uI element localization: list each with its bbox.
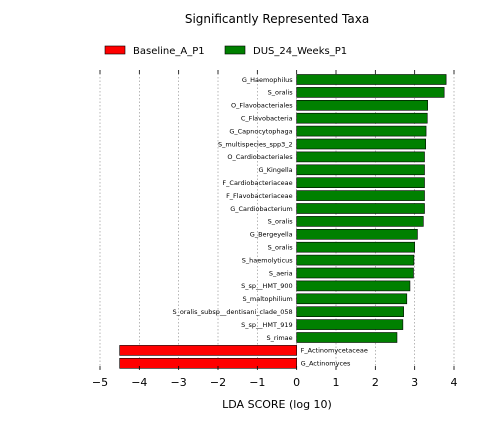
x-axis-label: LDA SCORE (log 10) bbox=[222, 398, 332, 411]
x-tick-label: 2 bbox=[372, 376, 379, 389]
bar-label: F_Actinomycetaceae bbox=[301, 347, 368, 355]
bar-label: S_sp__HMT_919 bbox=[241, 321, 293, 329]
bar-label: S_oralis bbox=[268, 89, 294, 97]
x-tick-label: 4 bbox=[451, 376, 458, 389]
bar bbox=[296, 125, 427, 137]
x-tick-label: −3 bbox=[171, 376, 187, 389]
bar bbox=[296, 216, 424, 227]
bar bbox=[296, 138, 426, 150]
legend: Baseline_A_P1 DUS_24_Weeks_P1 bbox=[104, 45, 347, 57]
bar bbox=[296, 241, 415, 253]
bar bbox=[296, 267, 414, 279]
bar-label: G_Cardiobacterium bbox=[230, 205, 292, 213]
bar bbox=[296, 306, 404, 318]
bar bbox=[296, 293, 408, 305]
bar bbox=[296, 280, 411, 292]
bar bbox=[296, 203, 425, 214]
x-tick-label: −5 bbox=[92, 376, 108, 389]
bar bbox=[296, 229, 418, 240]
x-tick-label: 3 bbox=[411, 376, 418, 389]
bar bbox=[296, 100, 428, 111]
bar bbox=[296, 332, 398, 343]
x-tick-label: 0 bbox=[293, 376, 300, 389]
bar-label: O_Cardiobacteriales bbox=[227, 153, 293, 161]
bar bbox=[119, 357, 297, 369]
bar-label: S_aeria bbox=[269, 269, 293, 277]
bar-label: C_Flavobacteria bbox=[241, 115, 293, 123]
bar-label: G_Actinomyces bbox=[301, 360, 351, 368]
bar-label: S_maltophilium bbox=[243, 295, 293, 303]
bar bbox=[296, 177, 425, 188]
bar bbox=[119, 345, 297, 356]
legend-swatch-0 bbox=[104, 45, 126, 55]
bar bbox=[296, 164, 425, 176]
bar-label: G_Capnocytophaga bbox=[229, 127, 292, 135]
bar-label: G_Kingella bbox=[258, 166, 292, 174]
bar-label: S_oralis bbox=[268, 218, 294, 226]
bar-label: G_Haemophilus bbox=[242, 76, 293, 84]
bar bbox=[296, 87, 445, 98]
bar-label: S_rimae bbox=[266, 334, 292, 342]
bar-label: F_Cardiobacteriaceae bbox=[222, 179, 292, 187]
legend-label-1: DUS_24_Weeks_P1 bbox=[253, 46, 347, 57]
category-labels: G_Haemophilus S_oralis O_Flavobacteriales C… bbox=[172, 76, 367, 368]
bar-label: G_Bergeyella bbox=[250, 231, 293, 239]
x-tick-label: 1 bbox=[333, 376, 340, 389]
bar-label: S_multispecies_spp3_2 bbox=[218, 140, 293, 148]
x-tick-label: −1 bbox=[249, 376, 265, 389]
bar-label: S_oralis bbox=[268, 244, 294, 252]
bar bbox=[296, 254, 415, 266]
bars bbox=[119, 74, 447, 369]
bar bbox=[296, 190, 425, 201]
bar-label: S_oralis_subsp__dentisani_clade_058 bbox=[172, 308, 292, 316]
chart-title: Significantly Represented Taxa bbox=[185, 12, 369, 26]
x-tick-label: −4 bbox=[131, 376, 147, 389]
bar-label: F_Flavobacteriaceae bbox=[226, 192, 293, 200]
legend-swatch-1 bbox=[224, 45, 246, 55]
x-axis: −5 −4 −3 −2 −1 0 1 2 3 4 bbox=[92, 70, 458, 389]
bar-label: O_Flavobacteriales bbox=[231, 102, 293, 110]
legend-label-0: Baseline_A_P1 bbox=[133, 46, 205, 57]
x-tick-label: −2 bbox=[210, 376, 226, 389]
bar bbox=[296, 319, 404, 330]
bar-label: S_sp__HMT_900 bbox=[241, 282, 293, 290]
bar bbox=[296, 74, 447, 85]
bar bbox=[296, 112, 428, 124]
bar bbox=[296, 151, 425, 163]
bar-label: S_haemolyticus bbox=[242, 256, 293, 264]
